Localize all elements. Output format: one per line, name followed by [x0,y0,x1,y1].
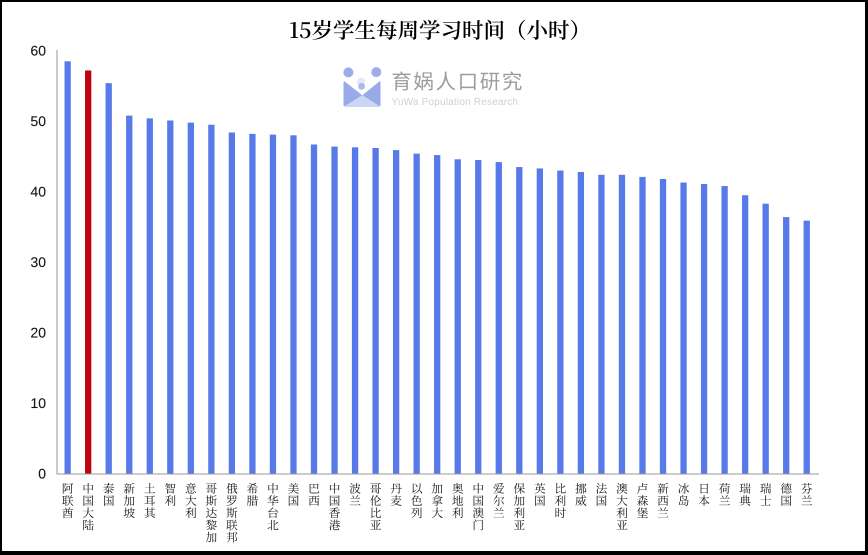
svg-text:YuWa Population Research: YuWa Population Research [392,97,519,108]
